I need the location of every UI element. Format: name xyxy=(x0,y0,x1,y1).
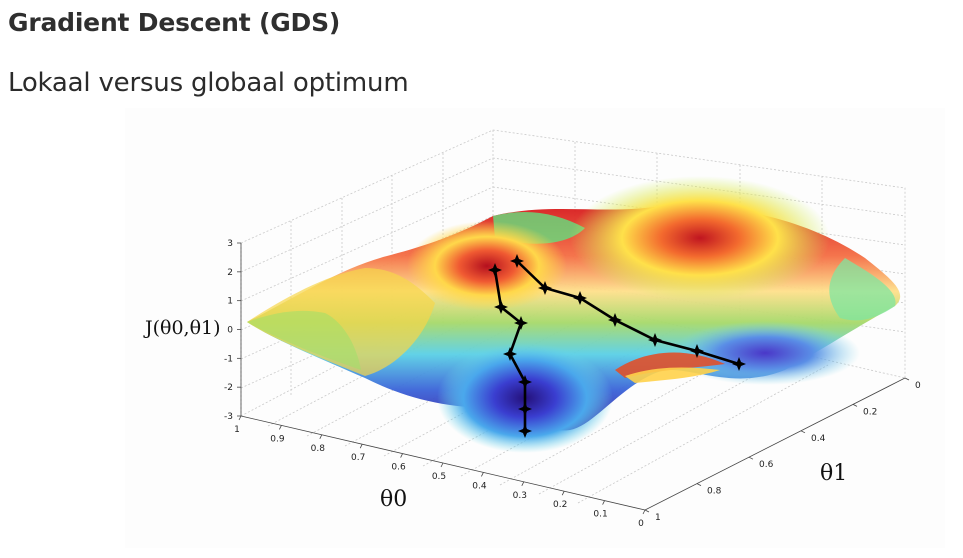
descent-step-marker-right xyxy=(608,313,622,327)
tick-mark xyxy=(279,425,282,430)
page-subtitle: Lokaal versus globaal optimum xyxy=(8,68,409,98)
page-title: Gradient Descent (GDS) xyxy=(8,8,341,37)
descent-step-marker-left xyxy=(514,316,528,330)
z-tick-label: -1 xyxy=(224,354,233,364)
descent-step-marker-right xyxy=(510,254,524,268)
tick-mark xyxy=(440,462,444,468)
descent-step-marker-left xyxy=(518,402,532,416)
y-tick-label: 0.2 xyxy=(863,407,877,417)
z-axis-label: J(θ0,θ1) xyxy=(143,317,221,339)
tick-mark xyxy=(696,483,702,486)
tick-mark xyxy=(800,430,806,434)
descent-step-marker-left xyxy=(518,375,532,389)
y-axis-label: θ1 xyxy=(820,461,847,486)
tick-mark xyxy=(644,509,650,513)
z-axis: 3 2 1 0 -1 -2 -3 xyxy=(224,239,241,422)
z-tick-label: 1 xyxy=(227,297,233,307)
descent-step-marker-right xyxy=(648,333,662,347)
descent-step-marker-right xyxy=(538,281,552,295)
z-tick-label: -3 xyxy=(224,412,233,422)
tick-mark xyxy=(642,509,646,515)
tick-mark xyxy=(904,377,910,381)
tick-mark xyxy=(561,491,565,496)
y-axis: 0 0.2 0.4 0.6 0.8 1 xyxy=(644,377,921,523)
tick-mark xyxy=(400,453,403,458)
y-tick-label: 0 xyxy=(915,381,921,391)
x-tick-label: 0.4 xyxy=(472,481,487,491)
x-tick-label: 0.3 xyxy=(513,491,527,501)
z-tick-label: 3 xyxy=(227,239,233,249)
descent-step-marker-right xyxy=(732,357,746,371)
descent-step-marker-right xyxy=(690,344,704,358)
descent-step-marker-left xyxy=(503,347,517,361)
axis-lines xyxy=(240,243,906,511)
z-tick-label: 0 xyxy=(227,326,233,336)
descent-step-marker-left xyxy=(488,263,502,277)
descent-step-marker-right xyxy=(573,291,587,305)
x-tick-label: 0.9 xyxy=(270,434,285,444)
x-tick-label: 0.6 xyxy=(391,463,406,473)
x-tick-label: 0.1 xyxy=(593,510,607,520)
y-tick-label: 0.6 xyxy=(759,460,774,470)
z-tick-label: 2 xyxy=(227,268,233,278)
tick-mark xyxy=(748,456,754,460)
surface-plot-canvas: 3 2 1 0 -1 -2 -3 1 0.9 0.8 0.7 0.6 0.5 0.4 0.3 0.2 0.1 0… xyxy=(143,129,921,529)
x-tick-label: 0.2 xyxy=(553,500,567,510)
z-tick-label: -2 xyxy=(224,383,233,393)
descent-step-marker-left xyxy=(494,300,508,314)
tick-mark xyxy=(602,500,605,505)
x-tick-label: 0.5 xyxy=(432,472,446,482)
descent-step-marker-left xyxy=(518,424,532,438)
tick-mark xyxy=(319,434,323,439)
x-tick-label: 0 xyxy=(638,519,644,529)
tick-mark xyxy=(481,472,484,477)
x-axis-label: θ0 xyxy=(380,487,407,512)
x-tick-label: 0.8 xyxy=(311,444,326,454)
tick-mark xyxy=(521,481,525,486)
path-markers xyxy=(488,254,746,438)
cost-surface xyxy=(247,176,901,453)
tick-mark xyxy=(852,404,858,407)
surface-plot: 3 2 1 0 -1 -2 -3 1 0.9 0.8 0.7 0.6 0.5 0.4 0.3 0.2 0.1 0… xyxy=(125,108,945,548)
y-tick-label: 0.8 xyxy=(707,487,722,497)
x-tick-label: 0.7 xyxy=(351,453,365,463)
y-tick-label: 1 xyxy=(655,513,661,523)
tick-mark xyxy=(359,444,363,449)
y-tick-label: 0.4 xyxy=(811,434,826,444)
x-tick-label: 1 xyxy=(234,425,240,435)
tick-mark xyxy=(238,415,242,421)
x-axis: 1 0.9 0.8 0.7 0.6 0.5 0.4 0.3 0.2 0.1 0 xyxy=(234,415,646,529)
